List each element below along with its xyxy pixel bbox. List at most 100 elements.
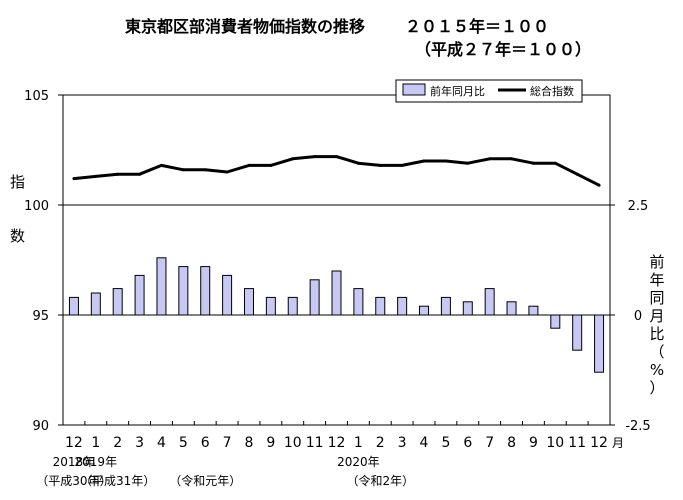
x-tick-label: 7 [223,435,232,451]
x-tick-label: 8 [245,435,254,451]
bar [243,288,254,316]
line-point [400,163,404,167]
x-tick-label: 12 [328,435,346,451]
x-tick-label: 10 [284,435,302,451]
bar [178,266,189,316]
year-label: 2018年 [53,455,96,469]
line-point [94,174,98,178]
x-tick-label: 12 [590,435,608,451]
right-tick-label: -2.5 [625,419,650,434]
x-tick-label: 2 [113,435,122,451]
bar [68,296,79,316]
legend: 前年同月比 総合指数 [395,79,583,103]
line-point [378,163,382,167]
x-tick-label: 5 [441,435,450,451]
left-tick-label: 90 [32,419,49,434]
bar [222,274,233,316]
x-tick-label: 9 [266,435,275,451]
line-point [313,155,317,159]
line-point [575,172,579,176]
line-point [422,159,426,163]
left-axis-label-char: 数 [10,227,25,245]
bar [375,296,386,316]
bar [528,305,539,316]
chart-subtitle: （平成２７年＝１００） [415,40,591,59]
line-point [553,161,557,165]
line-point [203,168,207,172]
x-tick-label: 6 [463,435,472,451]
bar [440,296,451,316]
right-axis-label-char: ） [649,379,664,397]
bar [265,296,276,316]
month-unit-label: 月 [612,436,624,450]
x-tick-label: 3 [398,435,407,451]
bar [156,257,167,316]
line-point [488,157,492,161]
line-point [291,157,295,161]
x-tick-label: 3 [135,435,144,451]
left-axis-label-char: 指 [10,173,25,191]
line-point [531,161,535,165]
line-point [269,163,273,167]
bar [506,301,517,316]
x-tick-label: 1 [91,435,100,451]
line-point [466,161,470,165]
bar [484,288,495,316]
chart-title-base: ２０１５年＝１００ [405,17,549,36]
bar [572,314,583,351]
bar [594,314,605,373]
bar [90,292,101,316]
left-tick-label: 95 [32,309,49,324]
year-label: 2020年 [337,455,380,469]
line-point [335,155,338,159]
x-tick-label: 4 [157,435,166,451]
bar [200,266,211,316]
chart-title: 東京都区部消費者物価指数の推移 [125,17,365,36]
x-axis: 12 1 2 3 4 5 6 7 8 9 10 11 12 1 2 3 4 5 6 7 8 9 10 11 12 [65,421,608,451]
right-axis-label-char: % [650,361,664,379]
right-axis-label-char: 年 [649,271,664,289]
x-tick-label: 8 [507,435,516,451]
x-tick-label: 1 [354,435,363,451]
line-series [72,155,601,187]
line-point [181,168,185,172]
x-tick-label: 6 [201,435,210,451]
right-axis-label: 前年同月比（%） [649,253,664,397]
x-tick-label: 7 [485,435,494,451]
right-tick-label: 2.5 [628,199,649,214]
left-axis: 90 95 100 105 [24,89,63,434]
line-point [597,183,601,187]
bar [134,274,145,316]
era-label: （平成30年） [36,474,111,488]
left-tick-label: 105 [24,89,49,104]
bar [287,296,298,316]
bar [462,301,473,316]
x-tick-label: 10 [546,435,564,451]
legend-line-label: 総合指数 [530,84,574,98]
right-axis-label-char: 前 [649,253,664,271]
era-label: （令和2年） [346,473,414,488]
era-label: （平成31年） [80,474,155,488]
era-labels: （平成30年）（平成31年） （令和元年） （令和2年） [36,473,414,488]
line-point [159,163,163,167]
legend-bar-swatch [402,83,426,96]
right-axis: -2.5 0 2.5 [610,199,651,434]
line-point [138,172,142,176]
left-tick-label: 100 [24,199,49,214]
line-point [444,159,448,163]
bar [353,288,364,316]
x-tick-label: 11 [568,435,586,451]
right-axis-label-char: 比 [649,325,664,343]
right-tick-label: 0 [634,309,642,324]
bar [112,288,123,316]
line-point [247,163,251,167]
bar [309,279,320,316]
era-label: （令和元年） [169,473,241,488]
line-point [510,157,514,161]
index-line [73,155,600,187]
right-axis-label-char: 同 [649,289,664,307]
bar [550,314,561,329]
line-point [72,177,76,181]
